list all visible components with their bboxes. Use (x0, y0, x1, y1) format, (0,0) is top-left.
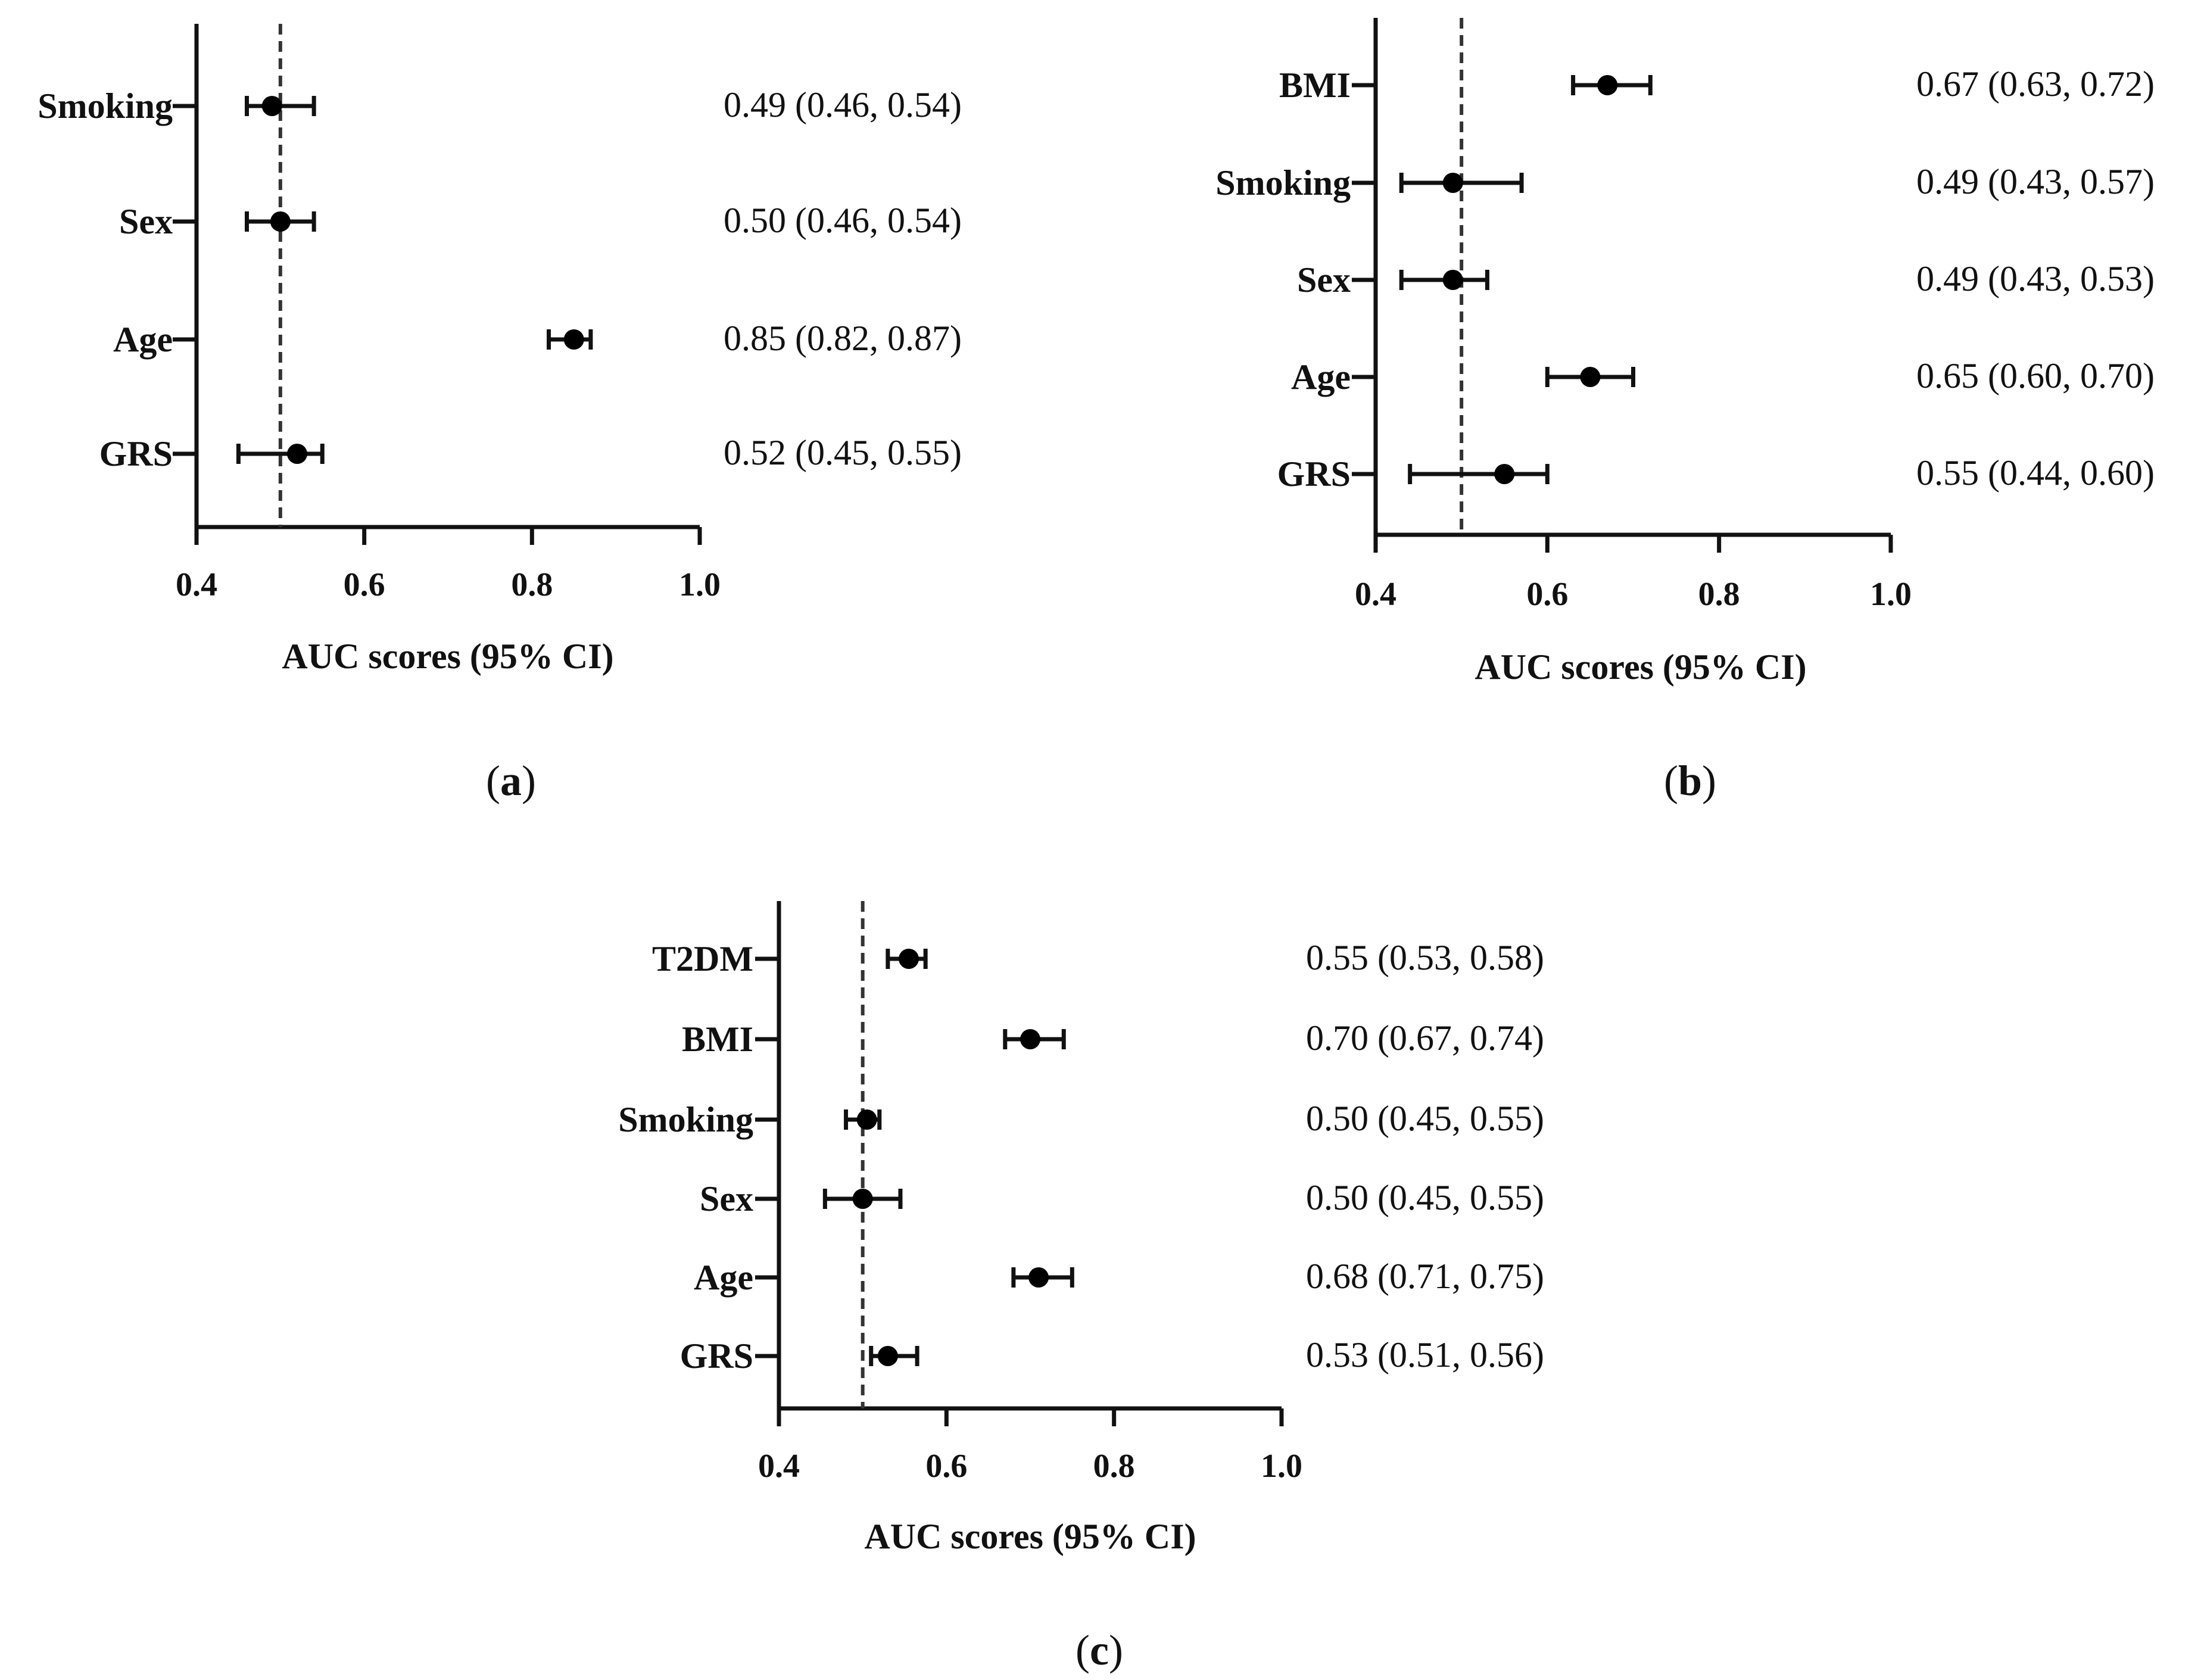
x-tick-label: 0.8 (511, 566, 553, 603)
row-label: Sex (1297, 260, 1351, 300)
auc-value-text: 0.50 (0.45, 0.55) (1306, 1178, 1544, 1217)
caption-open-paren: ( (1664, 757, 1678, 805)
panel-b: 0.4 0.6 0.8 1.0 BMI 0.67 (0.63, 0.72) Smoking 0… (1215, 18, 2155, 805)
auc-value-text: 0.50 (0.46, 0.54) (724, 201, 962, 240)
panel-caption: (b) (1664, 757, 1716, 805)
row-label: Age (1291, 357, 1351, 397)
auc-value-text: 0.85 (0.82, 0.87) (724, 319, 962, 358)
point-estimate (270, 211, 291, 232)
auc-value-text: 0.49 (0.43, 0.57) (1916, 162, 2155, 201)
point-estimate (261, 96, 282, 116)
point-estimate (1442, 270, 1463, 290)
point-estimate (1020, 1029, 1040, 1049)
caption-open-paren: ( (1075, 1626, 1090, 1674)
row-label: Age (694, 1258, 753, 1297)
x-axis-title: AUC scores (95% CI) (1474, 647, 1806, 687)
caption-close-paren: ) (1702, 757, 1716, 805)
x-axis-title: AUC scores (95% CI) (282, 637, 613, 676)
row-label: Smoking (618, 1100, 753, 1139)
x-tick-label: 0.6 (925, 1448, 967, 1485)
auc-value-text: 0.53 (0.51, 0.56) (1306, 1335, 1544, 1374)
point-estimate (563, 329, 584, 350)
auc-value-text: 0.68 (0.71, 0.75) (1306, 1257, 1544, 1296)
x-tick-label: 0.6 (344, 566, 385, 603)
x-tick-label: 0.4 (758, 1448, 800, 1485)
x-tick-label: 1.0 (1870, 576, 1912, 613)
panel-a: 0.4 0.6 0.8 1.0 Smoking 0.49 (0.46, 0.54) Sex 0… (38, 24, 962, 805)
auc-value-text: 0.55 (0.53, 0.58) (1306, 938, 1544, 977)
point-estimate (856, 1109, 877, 1130)
row-label: GRS (680, 1336, 753, 1376)
point-estimate (1597, 75, 1618, 95)
point-estimate (1028, 1267, 1049, 1288)
auc-value-text: 0.52 (0.45, 0.55) (724, 433, 962, 472)
auc-value-text: 0.55 (0.44, 0.60) (1916, 453, 2155, 493)
point-estimate (877, 1346, 898, 1366)
auc-value-text: 0.49 (0.43, 0.53) (1916, 259, 2155, 298)
auc-value-text: 0.70 (0.67, 0.74) (1306, 1018, 1544, 1058)
x-tick-label: 0.4 (1355, 576, 1396, 613)
panel-c: 0.4 0.6 0.8 1.0 T2DM 0.55 (0.53, 0.58) BMI 0.70… (618, 901, 1544, 1674)
x-tick-label: 0.4 (176, 566, 217, 603)
auc-value-text: 0.67 (0.63, 0.72) (1916, 64, 2155, 104)
row-label: GRS (99, 434, 173, 473)
auc-value-text: 0.50 (0.45, 0.55) (1306, 1099, 1544, 1138)
x-tick-label: 0.8 (1698, 576, 1740, 613)
caption-letter: b (1678, 757, 1702, 805)
caption-close-paren: ) (522, 757, 536, 805)
auc-value-text: 0.49 (0.46, 0.54) (724, 85, 962, 124)
row-label: BMI (1279, 66, 1351, 105)
auc-value-text: 0.65 (0.60, 0.70) (1916, 356, 2155, 395)
x-axis-title: AUC scores (95% CI) (864, 1517, 1196, 1556)
panel-caption: (a) (486, 757, 536, 805)
row-label: Smoking (38, 86, 173, 126)
caption-letter: a (500, 757, 522, 805)
panel-caption: (c) (1075, 1626, 1123, 1674)
row-label: T2DM (652, 939, 753, 978)
row-label: GRS (1277, 454, 1351, 494)
row-label: BMI (682, 1020, 753, 1059)
point-estimate (1580, 367, 1601, 387)
point-estimate (899, 949, 919, 969)
x-tick-label: 1.0 (1261, 1448, 1302, 1485)
caption-close-paren: ) (1109, 1626, 1123, 1674)
x-tick-label: 0.8 (1093, 1448, 1135, 1485)
row-label: Sex (119, 202, 173, 241)
point-estimate (1494, 464, 1515, 484)
row-label: Smoking (1215, 163, 1351, 202)
point-estimate (852, 1189, 873, 1209)
row-label: Age (113, 320, 173, 359)
caption-letter: c (1090, 1626, 1109, 1674)
caption-open-paren: ( (486, 757, 500, 805)
row-label: Sex (700, 1179, 753, 1218)
x-tick-label: 1.0 (679, 566, 721, 603)
x-tick-label: 0.6 (1526, 576, 1568, 613)
point-estimate (287, 444, 307, 464)
point-estimate (1442, 173, 1463, 193)
